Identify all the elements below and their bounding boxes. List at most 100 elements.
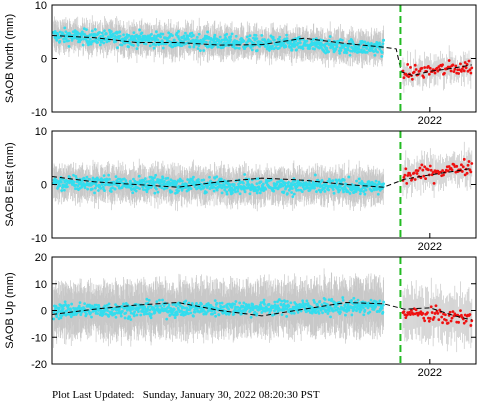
data-point xyxy=(348,53,352,57)
data-point xyxy=(192,175,195,179)
data-point xyxy=(364,188,368,192)
data-point xyxy=(177,29,180,33)
data-point xyxy=(313,186,316,190)
data-point xyxy=(67,303,70,307)
data-point xyxy=(220,38,224,42)
data-point xyxy=(270,47,274,50)
recent-data-point xyxy=(423,165,427,169)
data-point xyxy=(61,177,65,181)
data-point xyxy=(261,182,265,186)
recent-data-point xyxy=(406,63,410,66)
y-tick-label: -10 xyxy=(31,107,47,119)
data-point xyxy=(290,187,294,190)
data-point xyxy=(208,175,211,179)
data-point xyxy=(170,190,174,194)
data-point xyxy=(278,35,282,39)
data-point xyxy=(129,311,133,315)
data-point xyxy=(323,189,327,193)
data-point xyxy=(143,177,147,181)
data-point xyxy=(72,180,76,184)
data-point xyxy=(175,43,179,47)
data-point xyxy=(308,47,311,51)
data-point xyxy=(195,187,199,190)
data-point xyxy=(135,33,138,37)
data-point xyxy=(284,45,288,49)
recent-data-point xyxy=(449,69,453,73)
model-trend-line xyxy=(52,35,472,77)
recent-data-point xyxy=(470,66,474,70)
data-point xyxy=(132,314,136,318)
data-point xyxy=(212,189,216,193)
data-point xyxy=(147,298,151,302)
data-point xyxy=(93,186,97,190)
data-point xyxy=(138,28,142,32)
recent-data-point xyxy=(431,171,435,174)
data-point xyxy=(255,49,259,52)
data-point xyxy=(248,192,252,196)
data-point xyxy=(229,38,232,41)
panel-north: 10 0 -10 2022 SAOB North (mm) xyxy=(4,0,477,127)
data-point xyxy=(332,191,336,195)
data-point xyxy=(357,177,361,181)
data-point xyxy=(195,35,199,39)
data-point xyxy=(275,183,279,186)
data-point xyxy=(65,182,69,186)
data-point xyxy=(271,35,275,39)
data-point xyxy=(337,178,341,182)
data-point xyxy=(268,49,271,52)
data-layer-north xyxy=(52,15,474,93)
data-point xyxy=(209,179,213,183)
recent-data-point xyxy=(420,163,424,167)
data-point xyxy=(101,312,105,316)
data-point xyxy=(320,179,324,182)
data-point xyxy=(150,313,153,316)
data-point xyxy=(90,29,94,33)
data-point xyxy=(128,315,132,319)
data-point xyxy=(291,195,295,199)
data-point xyxy=(131,191,135,195)
data-point xyxy=(243,190,247,194)
data-point xyxy=(218,35,222,39)
data-point xyxy=(320,43,324,47)
data-point xyxy=(80,30,84,34)
data-point xyxy=(345,51,348,55)
data-point xyxy=(289,46,293,49)
data-point xyxy=(144,42,148,46)
data-point xyxy=(213,33,217,37)
data-point xyxy=(221,186,224,189)
data-point xyxy=(271,44,274,48)
x-tick-label: 2022 xyxy=(418,115,442,127)
data-point xyxy=(145,297,149,301)
data-point xyxy=(171,34,174,38)
data-point xyxy=(206,30,209,34)
data-point xyxy=(107,302,111,306)
data-point xyxy=(98,43,102,47)
data-point xyxy=(93,28,97,31)
data-point xyxy=(74,174,78,178)
data-point xyxy=(199,187,203,191)
data-point xyxy=(168,183,172,187)
data-point xyxy=(370,42,373,45)
data-point xyxy=(224,36,227,40)
data-point xyxy=(111,186,114,190)
data-point xyxy=(155,187,158,191)
data-point xyxy=(172,38,176,42)
data-point xyxy=(153,34,156,38)
recent-data-point xyxy=(412,171,416,175)
data-point xyxy=(323,186,326,190)
recent-data-point xyxy=(464,66,468,70)
y-axis-label: SAOB East (mm) xyxy=(4,142,16,226)
data-point xyxy=(88,178,92,181)
data-point xyxy=(187,34,191,38)
data-point xyxy=(72,173,75,177)
data-point xyxy=(76,31,80,35)
data-point xyxy=(230,32,234,36)
recent-data-point xyxy=(441,169,444,172)
data-point xyxy=(70,302,74,306)
data-point xyxy=(129,309,132,313)
data-point xyxy=(159,35,163,39)
data-point xyxy=(134,189,138,193)
data-point xyxy=(155,30,158,34)
recent-data-point xyxy=(403,173,407,177)
data-point xyxy=(282,41,286,45)
